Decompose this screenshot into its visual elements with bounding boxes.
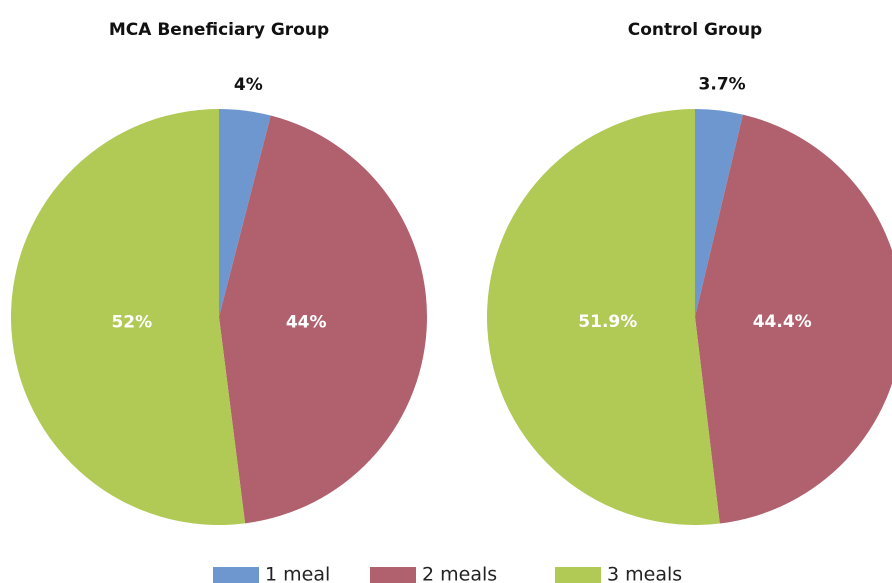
pie-slice [695, 114, 892, 524]
legend-label: 1 meal [265, 564, 330, 583]
legend-label: 3 meals [607, 564, 682, 583]
data-label: 52% [111, 312, 152, 332]
data-label: 44.4% [753, 312, 812, 332]
data-label: 44% [286, 312, 327, 332]
pie-slice [487, 109, 720, 525]
pie-slice [11, 109, 246, 525]
pie-slice [219, 115, 428, 524]
pie-slice [695, 109, 743, 317]
data-label: 51.9% [578, 312, 637, 332]
legend-swatch [370, 567, 416, 583]
pie-slice [219, 109, 271, 317]
legend-swatch [213, 567, 259, 583]
chart-title: Control Group [628, 20, 762, 40]
data-label: 4% [234, 75, 263, 95]
chart-title: MCA Beneficiary Group [109, 20, 329, 40]
data-label: 3.7% [699, 75, 746, 95]
legend-swatch [555, 567, 601, 583]
legend-label: 2 meals [422, 564, 497, 583]
